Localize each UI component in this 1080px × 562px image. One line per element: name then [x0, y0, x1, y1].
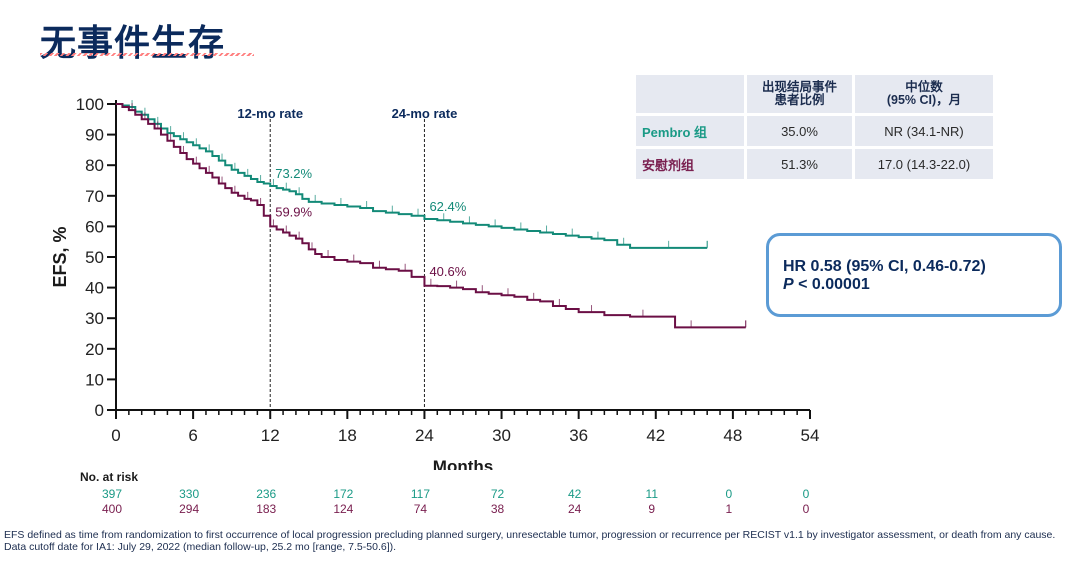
- header-event-rate-line2: 患者比例: [774, 93, 825, 107]
- x-tick-label: 24: [415, 426, 434, 445]
- x-tick-label: 48: [723, 426, 742, 445]
- y-tick-label: 40: [85, 279, 104, 298]
- summary-table: 出现结局事件 患者比例 中位数 (95% CI)，月 Pembro 组 35.0…: [633, 72, 996, 182]
- event-rate-pembro: 35.0%: [747, 116, 852, 146]
- y-tick-label: 50: [85, 248, 104, 267]
- p-label: P: [783, 276, 794, 293]
- summary-header-row: 出现结局事件 患者比例 中位数 (95% CI)，月: [636, 75, 993, 113]
- at-risk-placebo: 294: [179, 502, 200, 516]
- y-tick-label: 0: [95, 401, 104, 420]
- rate-annotation: 73.2%: [275, 166, 312, 181]
- header-event-rate: 出现结局事件 患者比例: [747, 75, 852, 113]
- at-risk-placebo: 0: [802, 502, 810, 516]
- y-tick-label: 10: [85, 370, 104, 389]
- y-tick-label: 20: [85, 340, 104, 359]
- rate-annotation: 62.4%: [429, 199, 466, 214]
- summary-row-placebo: 安慰剂组 51.3% 17.0 (14.3-22.0): [636, 149, 993, 179]
- at-risk-pembro: 11: [645, 487, 658, 501]
- at-risk-placebo: 124: [333, 502, 354, 516]
- row-label-pembro: Pembro 组: [636, 116, 744, 146]
- x-tick-label: 30: [492, 426, 511, 445]
- y-tick-label: 70: [85, 187, 104, 206]
- at-risk-pembro: 0: [802, 487, 810, 501]
- header-median-line1: 中位数: [905, 80, 943, 94]
- at-risk-placebo: 74: [413, 502, 428, 516]
- at-risk-placebo: 1: [725, 502, 733, 516]
- x-tick-label: 36: [569, 426, 588, 445]
- at-risk-placebo: 400: [101, 502, 123, 516]
- reference-line-label: 24-mo rate: [392, 106, 458, 121]
- row-label-placebo: 安慰剂组: [636, 149, 744, 179]
- p-value-line: P < 0.00001: [783, 276, 986, 294]
- x-tick-label: 18: [338, 426, 357, 445]
- event-rate-placebo: 51.3%: [747, 149, 852, 179]
- at-risk-pembro: 172: [333, 487, 354, 501]
- at-risk-placebo: 38: [490, 502, 505, 516]
- x-tick-label: 0: [111, 426, 120, 445]
- x-axis-label: Months: [433, 457, 493, 470]
- annotations: 73.2% 59.9% 62.4% 40.6%: [275, 166, 467, 279]
- x-tick-label: 12: [261, 426, 280, 445]
- km-curve-pembro: [116, 103, 708, 249]
- at-risk-pembro: 397: [101, 487, 123, 501]
- y-axis-label: EFS, %: [50, 226, 70, 287]
- y-tick-label: 90: [85, 126, 104, 145]
- footnote: EFS defined as time from randomization t…: [4, 529, 1056, 553]
- spellcheck-underline: [40, 53, 254, 56]
- hr-value: HR 0.58 (95% CI, 0.46-0.72): [783, 258, 986, 275]
- reference-lines: 12-mo rate 24-mo rate: [237, 106, 457, 410]
- y-tick-label: 60: [85, 217, 104, 236]
- at-risk-pembro: 117: [410, 487, 431, 501]
- at-risk-pembro: 0: [725, 487, 733, 501]
- at-risk-pembro: 72: [490, 487, 505, 501]
- at-risk-title: No. at risk: [80, 470, 139, 484]
- p-value: < 0.00001: [793, 276, 870, 293]
- reference-line-label: 12-mo rate: [237, 106, 303, 121]
- x-tick-label: 6: [188, 426, 197, 445]
- axes: 0 10 20 30 40 50 60 70 80 90 100 0 6 12 18 24 30 36 42 48 54: [76, 95, 820, 445]
- rate-annotation: 59.9%: [275, 204, 312, 219]
- at-risk-placebo: 24: [567, 502, 582, 516]
- header-median: 中位数 (95% CI)，月: [855, 75, 993, 113]
- at-risk-pembro: 42: [567, 487, 582, 501]
- at-risk-placebo: 183: [256, 502, 277, 516]
- median-placebo: 17.0 (14.3-22.0): [855, 149, 993, 179]
- curves: [116, 100, 747, 329]
- page-title: 无事件生存: [40, 23, 226, 64]
- header-median-line2: (95% CI)，月: [886, 93, 962, 107]
- header-blank: [636, 75, 744, 113]
- y-tick-label: 30: [85, 309, 104, 328]
- header-event-rate-line1: 出现结局事件: [761, 80, 837, 94]
- median-pembro: NR (34.1-NR): [855, 116, 993, 146]
- hazard-ratio-text: HR 0.58 (95% CI, 0.46-0.72) P < 0.00001: [783, 258, 986, 294]
- rate-annotation: 40.6%: [429, 264, 466, 279]
- km-chart: 0 10 20 30 40 50 60 70 80 90 100 0 6 12 18 24 30 36 42 48 54…: [50, 95, 820, 470]
- x-tick-label: 54: [801, 426, 820, 445]
- hazard-ratio-box: HR 0.58 (95% CI, 0.46-0.72) P < 0.00001: [766, 233, 1062, 317]
- summary-row-pembro: Pembro 组 35.0% NR (34.1-NR): [636, 116, 993, 146]
- at-risk-placebo: 9: [648, 502, 656, 516]
- at-risk-pembro: 330: [179, 487, 200, 501]
- x-tick-label: 42: [646, 426, 665, 445]
- y-tick-label: 80: [85, 156, 104, 175]
- y-tick-label: 100: [76, 95, 104, 114]
- at-risk-pembro: 236: [256, 487, 277, 501]
